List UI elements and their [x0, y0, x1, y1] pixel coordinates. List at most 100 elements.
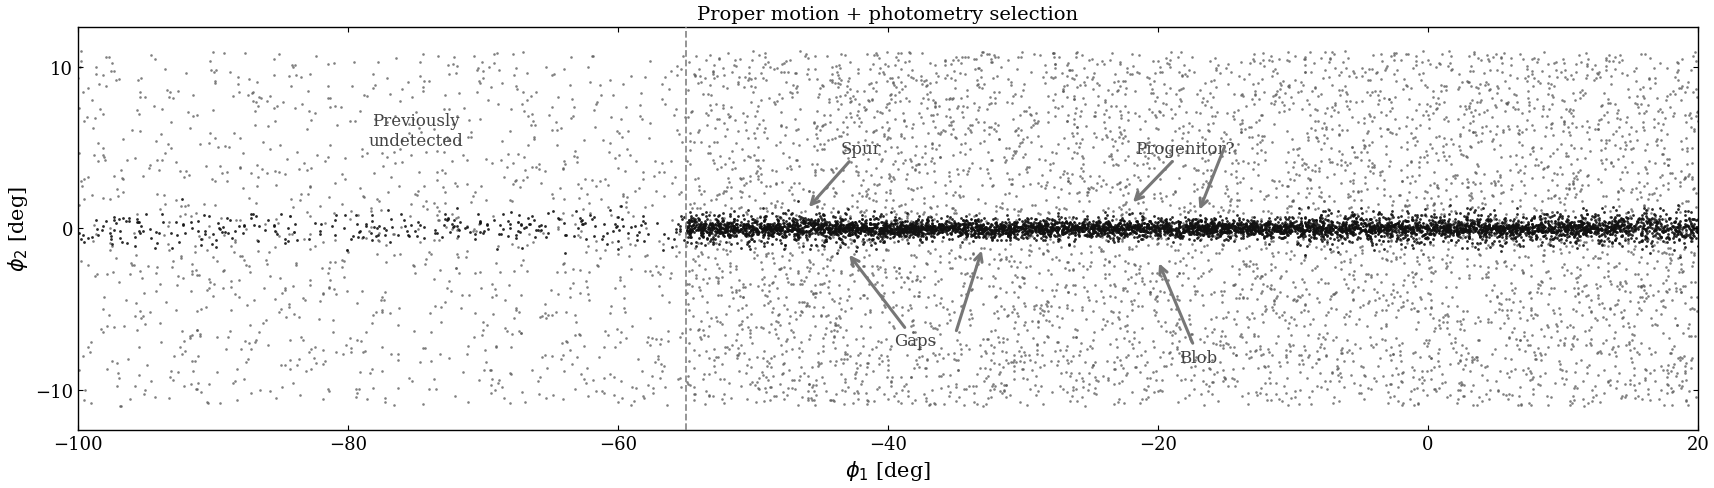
Point — [992, 357, 1020, 365]
Point — [898, 228, 926, 236]
Point — [1407, 232, 1435, 240]
Point — [1351, 228, 1378, 236]
Point — [1563, 222, 1591, 230]
Point — [1541, 224, 1568, 231]
Point — [1402, 222, 1429, 229]
Point — [708, 231, 735, 239]
Point — [1474, 223, 1501, 230]
Point — [1142, 277, 1169, 285]
Point — [843, 139, 871, 147]
Point — [1356, 229, 1383, 237]
Point — [866, 361, 893, 368]
Point — [1405, 295, 1433, 303]
Point — [192, 231, 219, 239]
Point — [934, 169, 962, 177]
Point — [1642, 197, 1669, 205]
Point — [1294, 231, 1321, 239]
Point — [1553, 124, 1580, 132]
Point — [185, 379, 213, 387]
Point — [1582, 70, 1609, 78]
Point — [1335, 223, 1363, 230]
Point — [900, 228, 927, 236]
Point — [944, 224, 972, 231]
Point — [828, 355, 855, 363]
Point — [809, 230, 836, 238]
Point — [1549, 224, 1577, 232]
Point — [1368, 226, 1395, 234]
Point — [1154, 241, 1181, 249]
Point — [1392, 288, 1419, 296]
Point — [1560, 222, 1587, 229]
Point — [1068, 224, 1095, 232]
Point — [1087, 226, 1114, 234]
Point — [838, 145, 866, 153]
Point — [1627, 228, 1654, 236]
Point — [1207, 70, 1234, 78]
Point — [1411, 224, 1438, 232]
Point — [845, 218, 872, 226]
Point — [902, 226, 929, 234]
Point — [835, 231, 862, 239]
Point — [297, 282, 324, 289]
Point — [1270, 233, 1297, 241]
Point — [295, 348, 322, 356]
Point — [1419, 226, 1447, 234]
Point — [1142, 367, 1169, 375]
Point — [1068, 52, 1095, 60]
Point — [1250, 271, 1277, 279]
Point — [884, 215, 912, 223]
Point — [1380, 221, 1407, 228]
Point — [763, 167, 790, 175]
Point — [1563, 289, 1591, 297]
Point — [716, 231, 744, 239]
Point — [1496, 229, 1524, 237]
Point — [1599, 58, 1627, 65]
Point — [1676, 220, 1704, 228]
Point — [1226, 333, 1253, 341]
Point — [706, 225, 734, 233]
Point — [859, 181, 886, 188]
Point — [1441, 216, 1469, 224]
Point — [1181, 227, 1208, 235]
Point — [291, 297, 319, 305]
Point — [1608, 314, 1635, 322]
Point — [1477, 226, 1505, 234]
Point — [778, 226, 806, 234]
Point — [1047, 70, 1075, 78]
Point — [778, 224, 806, 232]
Point — [1443, 360, 1471, 367]
Point — [1061, 231, 1088, 239]
Point — [1054, 60, 1082, 68]
Point — [1188, 390, 1215, 398]
Point — [1592, 220, 1620, 228]
Point — [595, 149, 622, 157]
Point — [1345, 187, 1373, 195]
Point — [929, 225, 956, 233]
Point — [1124, 232, 1152, 240]
Point — [1537, 242, 1565, 250]
Point — [991, 224, 1018, 232]
Point — [1047, 226, 1075, 234]
Point — [1378, 207, 1405, 215]
Point — [1503, 220, 1531, 228]
Point — [439, 217, 466, 224]
Point — [900, 167, 927, 175]
Point — [701, 216, 728, 224]
Point — [1267, 234, 1294, 242]
Point — [704, 240, 732, 248]
Point — [1028, 351, 1056, 359]
Point — [684, 205, 711, 213]
Point — [1572, 226, 1599, 234]
Point — [718, 148, 746, 156]
Point — [704, 226, 732, 234]
Point — [710, 225, 737, 233]
Point — [1404, 222, 1431, 229]
Point — [999, 289, 1027, 297]
Point — [1111, 233, 1138, 241]
Point — [730, 182, 758, 189]
Point — [891, 209, 919, 217]
Point — [1585, 347, 1613, 355]
Point — [1297, 222, 1325, 230]
Point — [1584, 371, 1611, 379]
Point — [1188, 217, 1215, 224]
